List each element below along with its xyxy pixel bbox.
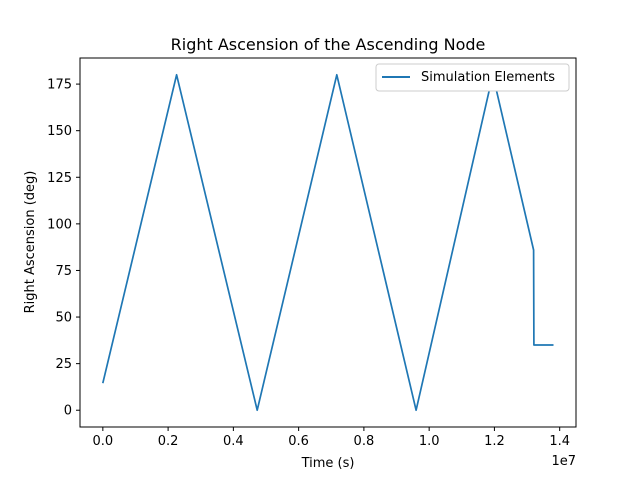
- axes-frame: [79, 57, 577, 428]
- y-tick-label: 100: [47, 217, 72, 232]
- y-tick-label: 125: [47, 171, 72, 186]
- y-axis-ticks: 0 25 50 75 100 125 150 175: [47, 78, 80, 419]
- y-tick-label: 0: [64, 404, 72, 419]
- x-tick-label: 0.0: [92, 434, 113, 449]
- legend-box: [375, 63, 570, 92]
- x-axis-label: Time (s): [301, 456, 355, 471]
- x-tick-label: 0.2: [158, 434, 179, 449]
- x-tick-label: 1.4: [549, 434, 570, 449]
- x-axis-ticks: 0.0 0.2 0.4 0.6 0.8 1.0 1.2 1.4: [92, 427, 570, 449]
- y-tick-label: 175: [47, 78, 72, 93]
- x-tick-label: 1.2: [484, 434, 505, 449]
- chart-title: Right Ascension of the Ascending Node: [171, 35, 486, 54]
- x-tick-label: 1.0: [419, 434, 440, 449]
- plot-area: [79, 57, 577, 428]
- y-axis-label: Right Ascension (deg): [23, 171, 38, 314]
- series-layer: [101, 73, 554, 412]
- y-tick-label: 150: [47, 124, 72, 139]
- x-tick-label: 0.8: [354, 434, 375, 449]
- y-tick-label: 75: [55, 264, 72, 279]
- x-tick-label: 0.4: [223, 434, 244, 449]
- series-line: [101, 73, 554, 412]
- x-tick-label: 0.6: [288, 434, 309, 449]
- x-axis-offset-label: 1e7: [551, 454, 576, 469]
- legend-label: Simulation Elements: [421, 70, 555, 85]
- y-tick-label: 25: [55, 357, 72, 372]
- y-tick-label: 50: [55, 311, 72, 326]
- legend: Simulation Elements: [375, 63, 570, 92]
